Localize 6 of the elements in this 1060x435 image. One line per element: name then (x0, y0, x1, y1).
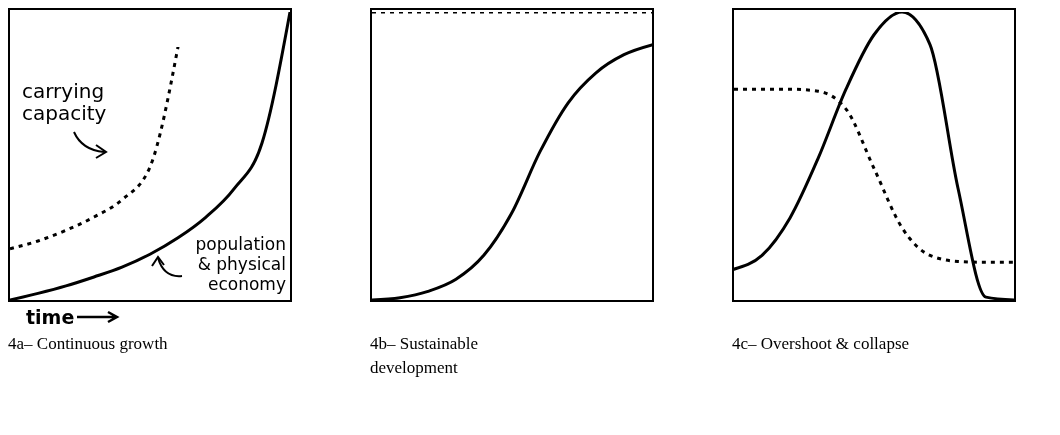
text: 4c– Overshoot & collapse (732, 333, 911, 355)
annotation: population & physical economy (194, 234, 286, 294)
text: 4a– Continuous growth (8, 333, 169, 355)
x-axis-title: time (26, 306, 75, 328)
annotation: carrying capacity (22, 79, 108, 125)
text: 4b– Sustainable development (370, 333, 480, 379)
